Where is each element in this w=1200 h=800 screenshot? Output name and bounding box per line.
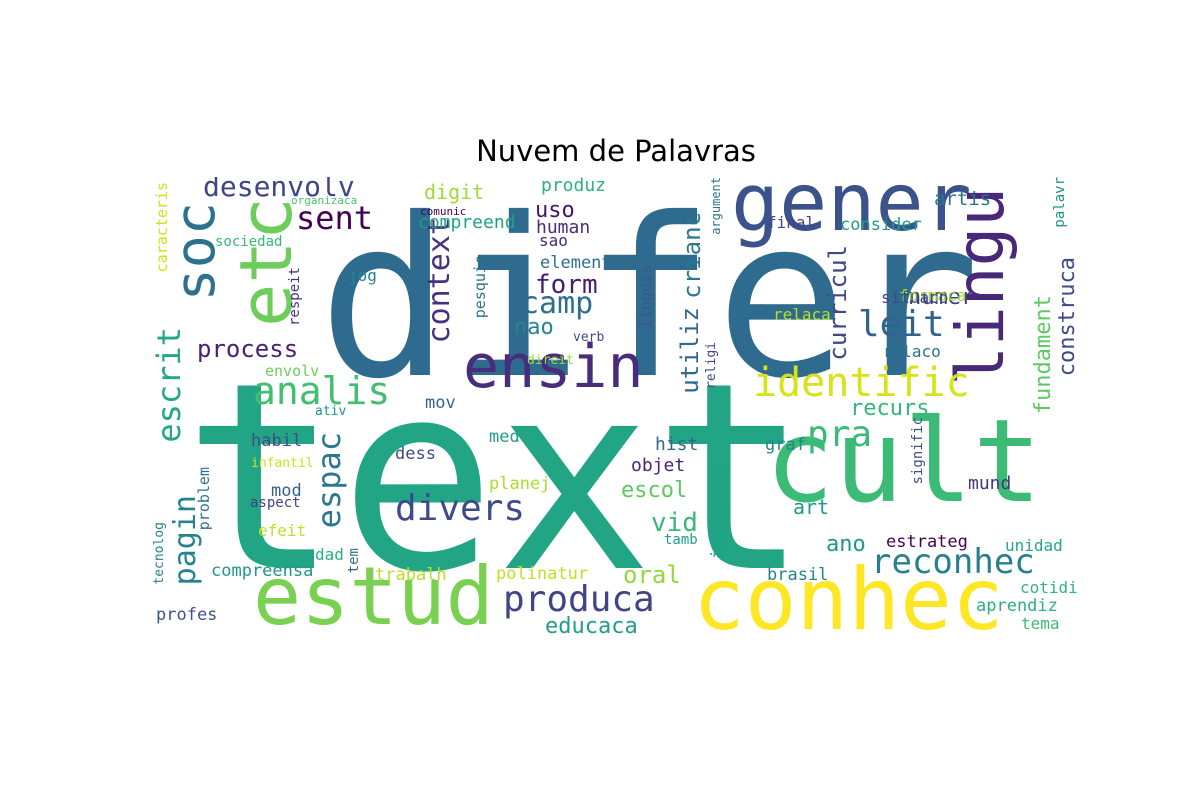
word-trabalh: trabalh [375, 565, 447, 585]
word-efeit: efeit [258, 521, 307, 540]
word-produca: produca [503, 579, 655, 620]
word-analis: analis [253, 369, 391, 413]
word-compreensa: compreensa [211, 561, 314, 581]
word-religi: religi [704, 342, 719, 389]
word-pesquis: pesquis [471, 255, 489, 319]
word-aspect: aspect [250, 495, 301, 511]
word-mov: mov [425, 393, 456, 413]
word-objet: objet [631, 455, 686, 476]
word-problem: problem [195, 467, 213, 531]
word-tecnolog: tecnolog [153, 522, 167, 585]
word-curricul: curricul [824, 245, 852, 361]
word-sent: sent [296, 199, 374, 237]
word-difer: difer [318, 177, 981, 427]
word-espac: espac [310, 432, 348, 529]
word-sao: sao [539, 231, 568, 250]
word-identific: identific [753, 360, 970, 406]
word-tema: tema [1021, 614, 1060, 633]
word-profes: profes [156, 605, 218, 625]
word-signific: signific [910, 417, 926, 485]
word-utiliz: utiliz [676, 307, 704, 394]
word-recurs: recurs [850, 396, 930, 421]
word-final: final [767, 213, 816, 232]
word-camp: camp [521, 286, 594, 321]
word-reconhec: reconhec [871, 542, 1035, 582]
word-tamb: tamb [664, 532, 698, 548]
word-envolv: envolv [265, 362, 320, 380]
word-sociedad: sociedad [215, 234, 283, 250]
word-relaco: relaco [883, 342, 941, 361]
word-hist: hist [655, 434, 699, 455]
word-cotidi: cotidi [1020, 578, 1077, 597]
word-mod: mod [271, 481, 302, 501]
word-context: context [422, 217, 457, 344]
word-planej: planej [489, 474, 551, 494]
word-dad: dad [315, 545, 344, 564]
word-formaca: formaca [899, 286, 967, 305]
word-produz: produz [541, 177, 607, 196]
word-graf: graf [765, 435, 806, 455]
word-conhec: conhec [693, 550, 1004, 639]
word-nao: nao [514, 315, 554, 340]
word-escol: escol [621, 478, 688, 503]
word-direit: direit [527, 353, 574, 368]
word-uso: uso [535, 198, 575, 223]
word-pra: pra [807, 414, 873, 455]
word-situaco: situaco [881, 288, 949, 307]
word-med: med [489, 427, 520, 447]
word-oral: oral [623, 561, 681, 589]
word-unidad: unidad [1005, 536, 1063, 555]
word-brasil: brasil [767, 565, 829, 585]
word-comunic: comunic [420, 205, 467, 218]
word-educaca: educaca [545, 614, 638, 639]
chart-title: Nuvem de Palavras [476, 134, 756, 168]
word-polinatur: polinatur [496, 564, 589, 584]
word-argument: argument [709, 177, 723, 235]
word-informaco: informaco [708, 467, 728, 560]
word-cult: cult [765, 395, 1042, 529]
word-gener: gener [731, 177, 972, 249]
word-verb: verb [573, 330, 605, 345]
word-tem: tem [346, 548, 362, 574]
word-linguis: linguis [637, 265, 655, 329]
word-leit: leit [858, 304, 945, 345]
word-compreend: compreend [418, 212, 516, 233]
word-process: process [197, 335, 299, 363]
word-respeit: respeit [287, 267, 303, 327]
word-form: form [535, 270, 598, 300]
word-artis: artis [934, 188, 992, 210]
word-digit: digit [424, 180, 485, 204]
word-relaca: relaca [773, 305, 831, 324]
word-ativ: ativ [315, 404, 347, 419]
word-divers: divers [395, 488, 526, 529]
word-vid: vid [651, 508, 698, 538]
word-element: element [540, 253, 612, 273]
word-cloud: difer text cult conhec estud gener lingu etc soc… [153, 177, 1077, 639]
word-soc: soc [163, 202, 227, 302]
word-habil: habil [251, 431, 303, 451]
word-infantil: infantil [251, 456, 314, 471]
word-dess: dess [395, 444, 436, 464]
word-ano: ano [826, 532, 866, 557]
word-numer: numer [908, 285, 975, 310]
word-escrit: escrit [153, 327, 188, 443]
word-organizaca: organizaca [291, 194, 358, 207]
word-palavr: palavr [1052, 177, 1068, 228]
word-estrateg: estrateg [886, 532, 968, 552]
word-human: human [536, 217, 591, 238]
word-construca: construca [1055, 257, 1077, 377]
word-desenvolv: desenvolv [203, 177, 355, 203]
word-ensin: ensin [463, 332, 644, 402]
word-text: text [183, 328, 810, 630]
word-fundament: fundament [1031, 295, 1056, 415]
word-art: art [793, 495, 830, 519]
word-aprendiz: aprendiz [976, 596, 1058, 616]
word-mund: mund [968, 473, 1012, 494]
word-caracteris: caracteris [153, 182, 171, 273]
word-jog: jog [348, 266, 377, 285]
word-crianc: crianc [678, 212, 706, 299]
word-estud: estud [253, 550, 494, 639]
word-consider: consider [840, 215, 922, 235]
